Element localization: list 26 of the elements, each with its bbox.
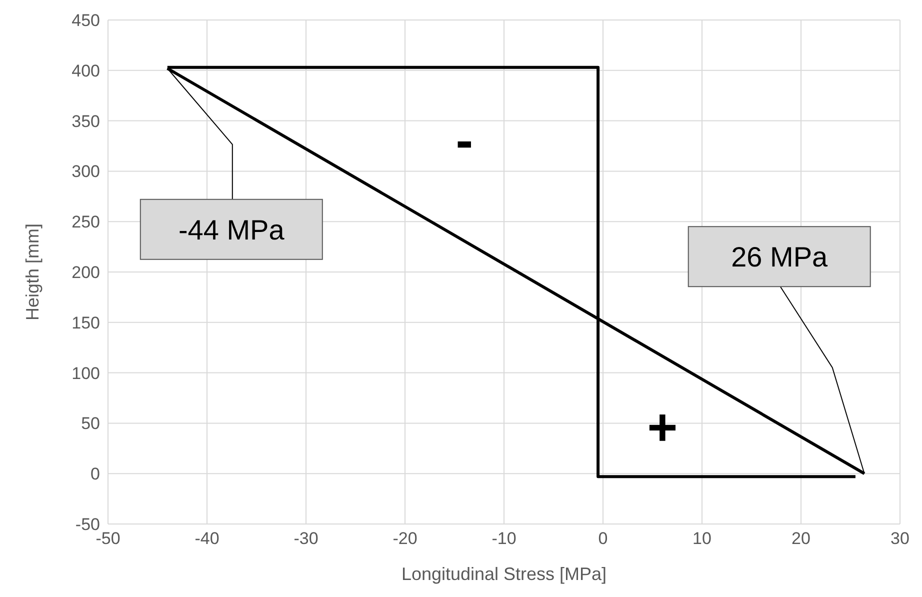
x-tick-label: 10 — [692, 529, 712, 548]
x-tick-label: -10 — [492, 529, 516, 548]
y-tick-label: 100 — [72, 364, 100, 383]
annotation: - — [456, 112, 474, 170]
y-tick-label: 250 — [72, 212, 100, 232]
x-tick-label: -30 — [294, 529, 318, 548]
y-tick-label: 0 — [90, 464, 100, 484]
y-axis-title: Heigth [mm] — [22, 223, 42, 321]
y-tick-label: 350 — [72, 112, 100, 131]
x-tick-label: 0 — [598, 529, 608, 548]
x-axis-title: Longitudinal Stress [MPa] — [401, 564, 607, 584]
callout: -44 MPa — [140, 68, 323, 260]
annotation: + — [647, 399, 678, 458]
x-tick-label: 30 — [890, 529, 910, 548]
callout: 26 MPa — [688, 226, 871, 474]
annotation: 26 MPa — [731, 242, 828, 273]
y-tick-label: 50 — [81, 414, 100, 434]
y-tick-label: 300 — [72, 162, 100, 182]
annotation: -44 MPa — [178, 214, 285, 246]
y-tick-label: 200 — [72, 263, 100, 282]
y-tick-label: 400 — [72, 61, 100, 80]
x-tick-label: 20 — [792, 529, 810, 548]
y-tick-label: 150 — [72, 313, 100, 332]
y-tick-label: 450 — [72, 11, 100, 30]
x-tick-label: -20 — [392, 529, 418, 548]
x-tick-label: -40 — [194, 529, 220, 548]
